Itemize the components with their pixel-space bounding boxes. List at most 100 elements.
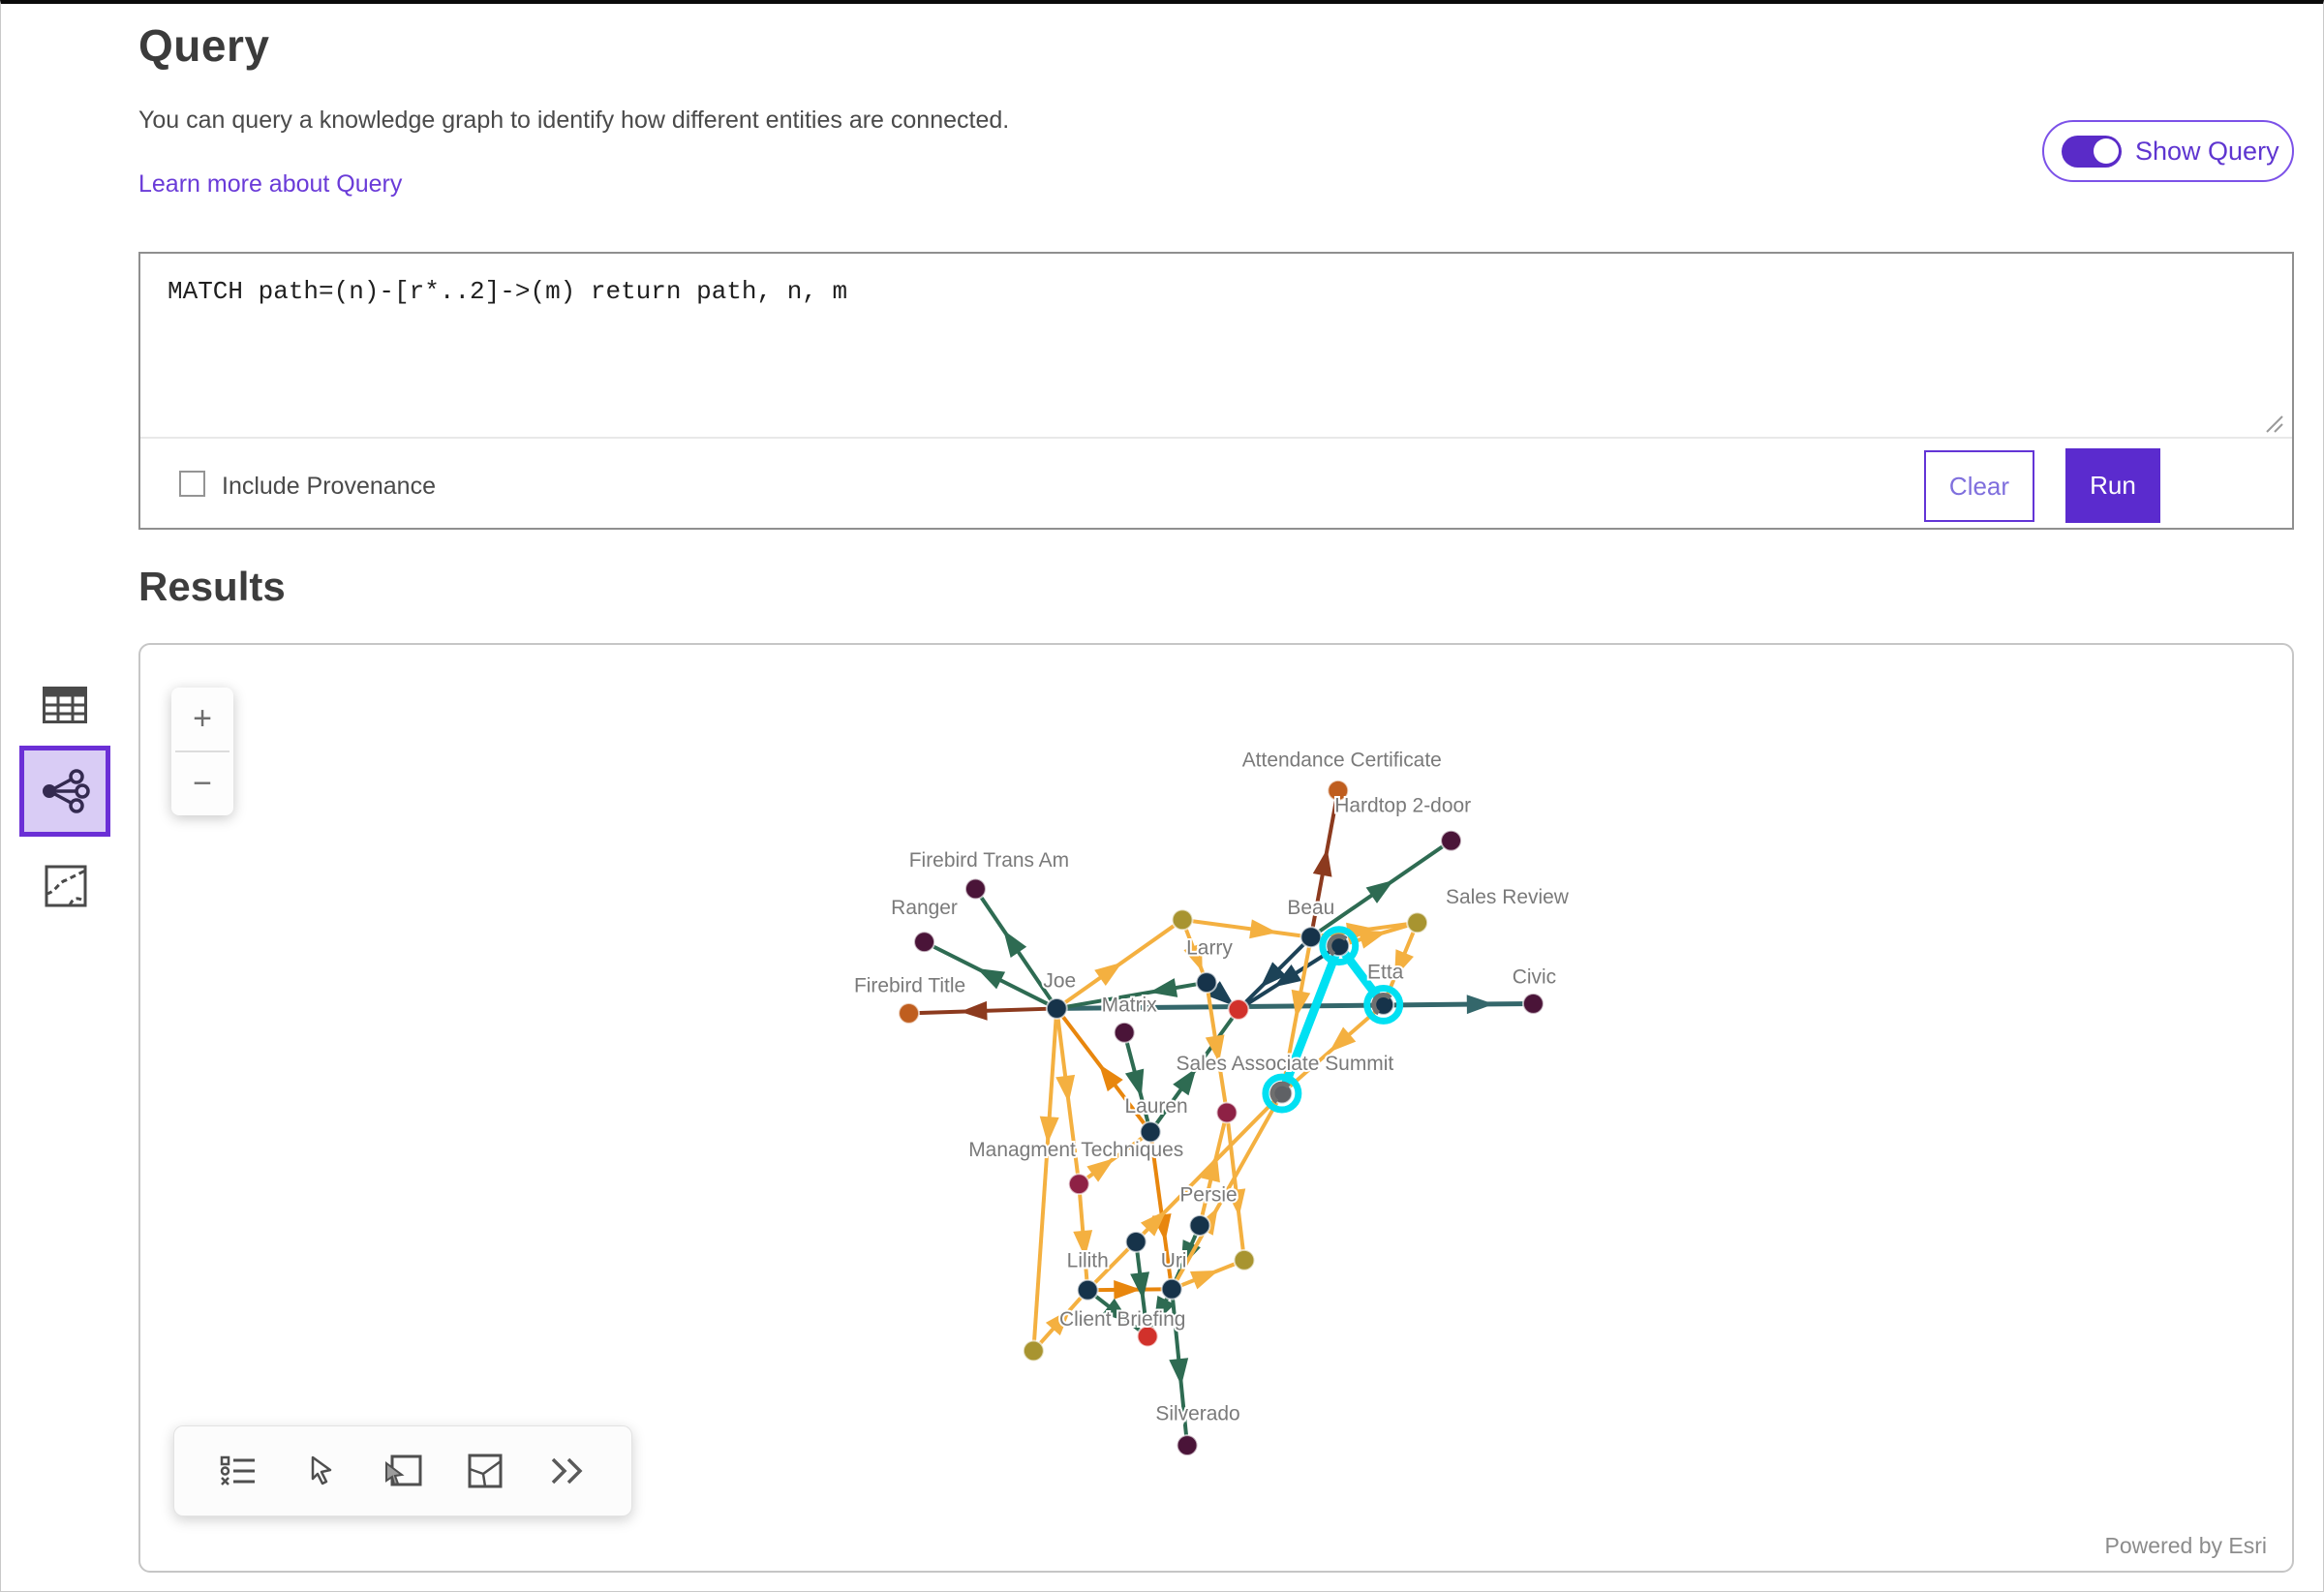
selected-node-ring[interactable] <box>1363 985 1404 1025</box>
clear-button[interactable]: Clear <box>1924 450 2034 522</box>
edge-arrowhead[interactable] <box>1039 1116 1059 1145</box>
map-view-button[interactable] <box>44 864 88 908</box>
zoom-out-button[interactable]: − <box>193 765 212 802</box>
graph-node[interactable] <box>1176 1434 1199 1456</box>
edge[interactable] <box>1086 1091 1284 1292</box>
edge[interactable] <box>1181 917 1312 939</box>
selection-crescent[interactable] <box>1370 992 1396 1018</box>
select-polygon-button[interactable] <box>464 1450 506 1492</box>
selection-crescent[interactable] <box>1269 1080 1295 1106</box>
edge-arrowhead[interactable] <box>1312 848 1332 877</box>
graph-node[interactable] <box>1406 911 1429 934</box>
edge-arrowhead[interactable] <box>1183 942 1203 972</box>
page-description: You can query a knowledge graph to ident… <box>138 107 1010 134</box>
select-by-rectangle-button[interactable] <box>382 1450 424 1492</box>
edge-arrowhead[interactable] <box>1045 1308 1071 1336</box>
graph-node[interactable] <box>1188 1214 1211 1237</box>
edge-arrowhead[interactable] <box>1273 964 1302 988</box>
edge[interactable] <box>1148 1131 1175 1290</box>
edge-arrowhead[interactable] <box>960 1000 988 1021</box>
graph-node[interactable] <box>1227 997 1250 1021</box>
graph-node[interactable] <box>1136 1325 1159 1348</box>
edge-arrowhead[interactable] <box>1260 962 1287 989</box>
edge[interactable] <box>1224 1112 1246 1261</box>
edge-arrowhead[interactable] <box>1130 1271 1150 1301</box>
edge-arrowhead[interactable] <box>1189 1270 1219 1290</box>
graph-node[interactable] <box>1521 992 1544 1015</box>
graph-node[interactable] <box>963 877 987 901</box>
graph-node[interactable] <box>1195 971 1218 994</box>
edge-arrowhead[interactable] <box>1086 1158 1115 1182</box>
edge-arrowhead[interactable] <box>1207 981 1235 1006</box>
graph-node[interactable] <box>1215 1101 1238 1124</box>
edge[interactable] <box>1055 980 1208 1011</box>
selected-edge[interactable] <box>1277 941 1344 1098</box>
include-provenance-checkbox[interactable] <box>179 471 205 497</box>
edge-arrowhead[interactable] <box>1055 1074 1076 1103</box>
include-provenance-label: Include Provenance <box>222 473 436 500</box>
results-panel: Attendance Certificate Hardtop 2-door Fire… <box>138 643 2294 1573</box>
edge[interactable] <box>1031 1008 1059 1352</box>
edge-arrowhead[interactable] <box>1094 962 1122 987</box>
learn-more-link[interactable]: Learn more about Query <box>138 170 403 198</box>
select-cursor-button[interactable] <box>299 1450 342 1492</box>
node-label: Uri <box>1161 1249 1187 1271</box>
graph-node[interactable] <box>1300 926 1323 949</box>
graph-node[interactable] <box>1113 1021 1136 1044</box>
selected-node-ring[interactable] <box>1319 926 1360 966</box>
edge-arrowhead[interactable] <box>1114 1279 1142 1300</box>
edge-arrowhead[interactable] <box>1124 1068 1145 1098</box>
edge-arrowhead[interactable] <box>1226 1188 1246 1217</box>
table-view-button[interactable] <box>40 682 90 728</box>
edge-arrowhead[interactable] <box>1291 989 1311 1019</box>
edge-arrowhead[interactable] <box>1140 1209 1167 1237</box>
edge[interactable] <box>1170 1092 1284 1291</box>
graph-node[interactable] <box>1160 1277 1183 1301</box>
edge-arrowhead[interactable] <box>1466 995 1494 1015</box>
edge-arrowhead[interactable] <box>1148 978 1178 997</box>
graph-node[interactable] <box>898 1001 921 1025</box>
resize-grip-icon[interactable] <box>2261 411 2286 436</box>
node-label: Beau <box>1287 897 1334 919</box>
zoom-in-button[interactable]: + <box>193 700 212 737</box>
edge-arrowhead[interactable] <box>1173 1067 1197 1096</box>
edge-arrowhead[interactable] <box>1394 949 1414 978</box>
link-chart-svg[interactable]: Attendance Certificate Hardtop 2-door Fire… <box>140 645 2292 1571</box>
edge-arrowhead[interactable] <box>1365 879 1394 903</box>
more-tools-button[interactable] <box>546 1450 589 1492</box>
edge-arrowhead[interactable] <box>1153 1295 1176 1325</box>
selected-node-ring[interactable] <box>1262 1073 1302 1114</box>
graph-node[interactable] <box>1045 996 1068 1020</box>
selected-edge[interactable] <box>1334 941 1389 1009</box>
show-query-toggle[interactable]: Show Query <box>2042 120 2294 182</box>
selection-crescent[interactable] <box>1326 933 1352 959</box>
edge-arrowhead[interactable] <box>1358 930 1388 949</box>
edge-arrowhead[interactable] <box>1073 1230 1093 1258</box>
graph-node[interactable] <box>1067 1173 1090 1196</box>
edge-arrowhead[interactable] <box>1169 1358 1189 1386</box>
graph-node[interactable] <box>1076 1278 1099 1301</box>
graph-node[interactable] <box>913 931 936 954</box>
graph-node[interactable] <box>1233 1248 1256 1271</box>
edge-arrowhead[interactable] <box>1201 1153 1220 1183</box>
edge[interactable] <box>1078 1130 1152 1186</box>
graph-node[interactable] <box>1171 908 1194 932</box>
run-button[interactable]: Run <box>2065 448 2160 523</box>
select-by-rectangle-icon <box>384 1454 422 1486</box>
edge-arrowhead[interactable] <box>976 967 1006 990</box>
graph-node[interactable] <box>1022 1339 1045 1362</box>
edge-arrowhead[interactable] <box>1003 930 1027 958</box>
edge-arrowhead[interactable] <box>1102 1298 1130 1323</box>
legend-button[interactable] <box>217 1450 260 1492</box>
graph-node[interactable] <box>1440 829 1463 852</box>
query-input[interactable]: MATCH path=(n)-[r*..2]->(m) return path,… <box>168 277 848 306</box>
link-chart-view-button[interactable] <box>19 746 110 837</box>
toggle-switch-icon[interactable] <box>2062 135 2122 168</box>
graph-node[interactable] <box>1327 779 1350 802</box>
graph-node[interactable] <box>1139 1120 1162 1144</box>
edge-arrowhead[interactable] <box>1329 1026 1357 1053</box>
edge-arrowhead[interactable] <box>1249 919 1278 939</box>
edge-arrowhead[interactable] <box>1205 1034 1225 1063</box>
graph-node[interactable] <box>1124 1230 1147 1253</box>
edge-arrowhead[interactable] <box>1098 1063 1123 1092</box>
